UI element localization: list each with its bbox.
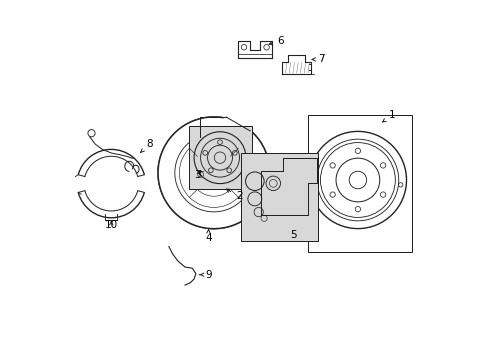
Text: 5: 5: [289, 230, 296, 240]
Text: 9: 9: [199, 270, 211, 280]
Text: 10: 10: [104, 220, 118, 230]
Bar: [188, 126, 251, 189]
Text: 2: 2: [226, 189, 242, 201]
Text: 7: 7: [311, 54, 325, 64]
Bar: [307, 115, 411, 252]
Text: 8: 8: [141, 139, 152, 152]
Text: 3: 3: [194, 170, 201, 180]
Text: 1: 1: [382, 110, 395, 122]
Bar: [203, 163, 224, 183]
Bar: [241, 153, 318, 241]
Text: 6: 6: [268, 36, 283, 46]
Text: 4: 4: [205, 229, 211, 243]
